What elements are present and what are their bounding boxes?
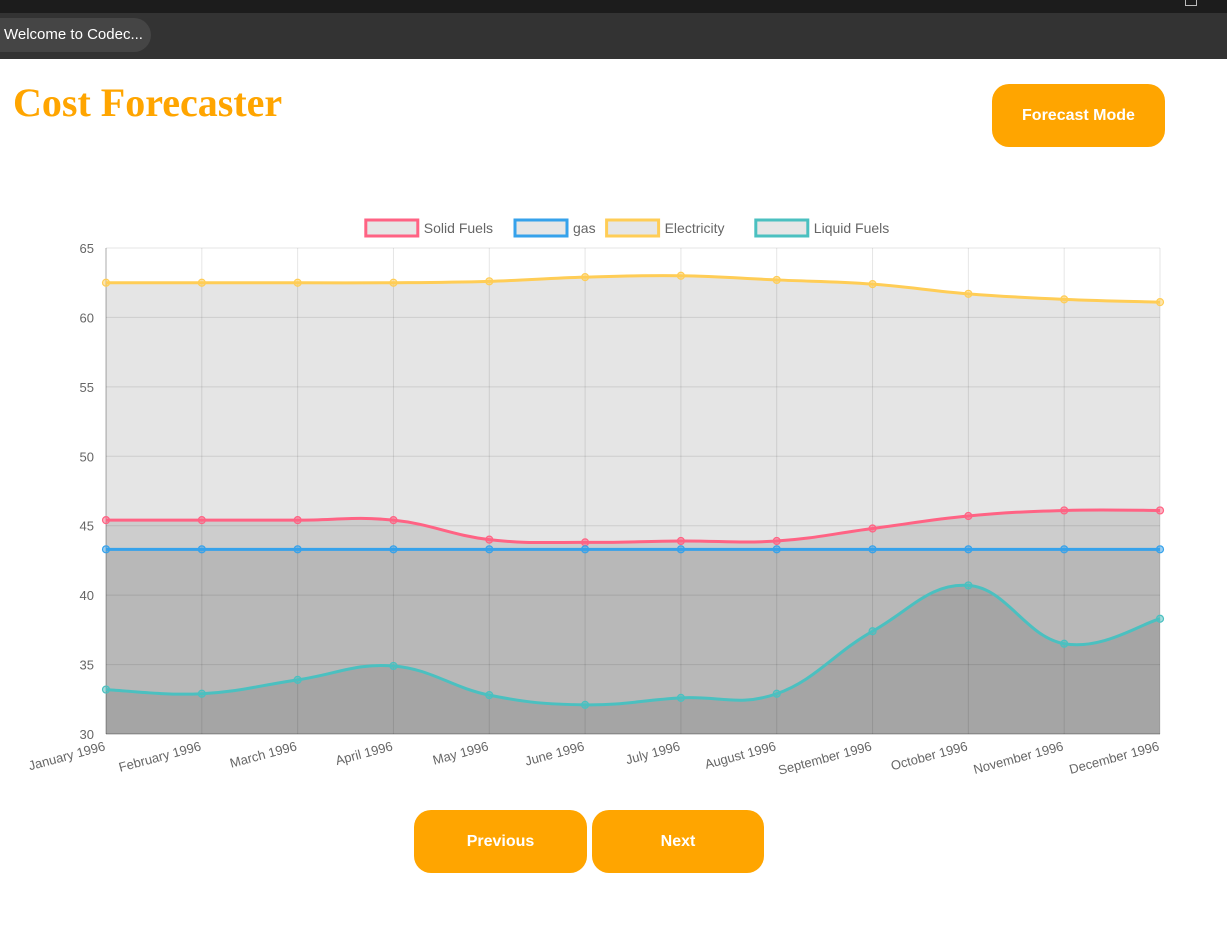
legend-swatch bbox=[513, 218, 569, 238]
data-point bbox=[485, 691, 494, 700]
data-point bbox=[293, 545, 302, 554]
plot-area bbox=[106, 248, 1160, 734]
data-point bbox=[1155, 506, 1165, 515]
x-tick-label: June 1996 bbox=[523, 738, 586, 768]
y-tick-label: 30 bbox=[80, 727, 94, 742]
data-point bbox=[772, 275, 781, 285]
legend-item: Electricity bbox=[605, 218, 725, 238]
data-point bbox=[580, 700, 590, 709]
data-point bbox=[676, 271, 686, 280]
previous-button[interactable]: Previous bbox=[414, 810, 587, 873]
data-point bbox=[772, 545, 781, 554]
legend-label: gas bbox=[573, 220, 596, 236]
data-point bbox=[197, 278, 206, 287]
data-point bbox=[389, 516, 398, 525]
legend-item: gas bbox=[513, 218, 596, 238]
data-point bbox=[580, 545, 590, 554]
y-tick-label: 35 bbox=[80, 658, 94, 673]
data-point bbox=[197, 689, 206, 698]
x-tick-label: May 1996 bbox=[431, 738, 490, 767]
data-point bbox=[101, 545, 111, 554]
data-point bbox=[1060, 545, 1069, 554]
browser-tab[interactable]: Welcome to Codec... bbox=[0, 18, 151, 52]
data-point bbox=[772, 536, 781, 546]
data-point bbox=[964, 581, 973, 590]
legend-item: Solid Fuels bbox=[364, 218, 493, 238]
y-tick-label: 45 bbox=[80, 519, 94, 534]
data-point bbox=[676, 536, 686, 546]
data-point bbox=[676, 545, 686, 554]
series-line-electricity bbox=[106, 274, 1161, 304]
data-point bbox=[389, 545, 398, 554]
x-tick-label: October 1996 bbox=[889, 738, 969, 773]
y-tick-label: 55 bbox=[80, 380, 94, 395]
series-area-2 bbox=[106, 275, 1160, 734]
data-point bbox=[868, 280, 877, 289]
data-point bbox=[868, 524, 877, 533]
x-tick-label: December 1996 bbox=[1068, 738, 1161, 776]
data-point bbox=[293, 675, 302, 684]
data-point bbox=[964, 289, 973, 298]
browser-tab-title: Welcome to Codec... bbox=[4, 26, 143, 43]
data-point bbox=[101, 278, 111, 287]
series-area-0 bbox=[106, 509, 1160, 734]
y-tick-label: 40 bbox=[80, 588, 94, 603]
data-point bbox=[101, 685, 111, 694]
data-point bbox=[389, 278, 398, 287]
x-tick-label: July 1996 bbox=[624, 738, 682, 767]
y-tick-label: 50 bbox=[80, 449, 94, 464]
legend-swatch bbox=[605, 218, 661, 238]
legend-label: Liquid Fuels bbox=[814, 220, 890, 236]
y-tick-label: 60 bbox=[80, 310, 94, 325]
x-tick-label: February 1996 bbox=[117, 738, 203, 774]
data-point bbox=[676, 693, 686, 702]
x-tick-label: April 1996 bbox=[334, 738, 394, 768]
data-point bbox=[868, 545, 877, 554]
series-area-1 bbox=[106, 549, 1160, 734]
data-point bbox=[197, 545, 206, 554]
x-tick-label: November 1996 bbox=[972, 738, 1065, 776]
legend-label: Solid Fuels bbox=[424, 220, 493, 236]
data-point bbox=[1155, 298, 1165, 307]
data-point bbox=[1155, 614, 1165, 623]
series-area-3 bbox=[106, 585, 1160, 734]
data-point bbox=[485, 545, 494, 554]
data-point bbox=[389, 661, 398, 671]
cost-chart: 30 35 40 45 50 55 60 65 January 1996 February 199… bbox=[27, 218, 1165, 778]
y-tick-label: 65 bbox=[80, 241, 94, 256]
data-point bbox=[964, 545, 973, 554]
data-point bbox=[101, 516, 111, 525]
next-button[interactable]: Next bbox=[592, 810, 764, 873]
forecast-mode-button[interactable]: Forecast Mode bbox=[992, 84, 1165, 147]
data-point bbox=[293, 278, 302, 287]
legend-swatch bbox=[364, 218, 420, 238]
data-point bbox=[580, 538, 590, 547]
data-point bbox=[772, 689, 781, 698]
data-point bbox=[1060, 639, 1069, 648]
data-point bbox=[197, 516, 206, 525]
series-line-solid-fuels bbox=[106, 508, 1161, 545]
data-point bbox=[1060, 506, 1069, 515]
window-titlebar bbox=[0, 0, 1227, 13]
data-point bbox=[485, 535, 494, 544]
data-point bbox=[485, 277, 494, 286]
data-point bbox=[580, 273, 590, 282]
data-point bbox=[1155, 545, 1165, 554]
data-point bbox=[868, 627, 877, 636]
legend-item: Liquid Fuels bbox=[754, 218, 890, 238]
x-tick-label: August 1996 bbox=[703, 738, 777, 771]
legend-label: Electricity bbox=[665, 220, 725, 236]
restore-window-icon[interactable] bbox=[1185, 0, 1197, 6]
x-tick-label: March 1996 bbox=[228, 738, 298, 770]
data-point bbox=[964, 511, 973, 521]
browser-tab-strip: Welcome to Codec... bbox=[0, 13, 1227, 59]
data-point bbox=[293, 516, 302, 525]
data-point bbox=[1060, 295, 1069, 304]
legend-swatch bbox=[754, 218, 810, 238]
x-tick-label: January 1996 bbox=[27, 738, 107, 773]
x-tick-label: September 1996 bbox=[777, 738, 874, 777]
page-title: Cost Forecaster bbox=[13, 80, 283, 125]
